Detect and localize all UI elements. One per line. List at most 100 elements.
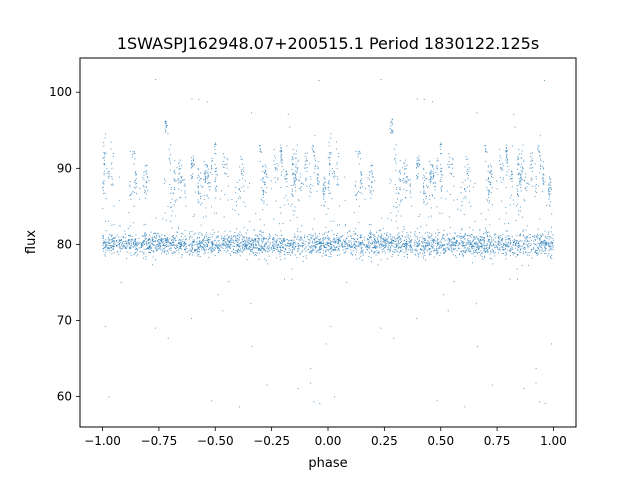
data-point: [319, 239, 321, 241]
data-point: [276, 257, 278, 259]
data-point: [238, 238, 240, 240]
data-point: [475, 241, 477, 243]
data-point: [162, 250, 164, 252]
data-point: [312, 235, 314, 237]
data-point: [387, 218, 389, 220]
data-point: [280, 161, 282, 163]
data-point: [437, 173, 439, 175]
data-point: [533, 236, 535, 238]
data-point: [305, 177, 307, 179]
data-point: [496, 188, 498, 190]
data-point: [159, 241, 161, 243]
data-point: [351, 246, 353, 248]
data-point: [361, 186, 363, 188]
data-point: [112, 248, 114, 250]
data-point: [221, 238, 223, 240]
data-point: [362, 250, 364, 252]
data-point: [535, 236, 537, 238]
data-point: [173, 235, 175, 237]
data-point: [538, 242, 540, 244]
data-point: [381, 217, 383, 219]
data-point: [212, 243, 214, 245]
data-point: [389, 249, 391, 251]
data-point: [118, 244, 120, 246]
data-point: [180, 239, 182, 241]
data-point: [180, 167, 182, 169]
data-point: [179, 245, 181, 247]
data-point: [400, 238, 402, 240]
data-point: [269, 236, 271, 238]
data-point: [164, 246, 166, 248]
data-point: [448, 245, 450, 247]
data-point: [170, 186, 172, 188]
data-point: [494, 241, 496, 243]
data-point: [405, 251, 407, 253]
data-point: [397, 210, 399, 212]
data-point: [200, 184, 202, 186]
data-point: [280, 147, 282, 149]
data-point: [493, 239, 494, 241]
data-point: [436, 168, 438, 170]
data-point: [417, 245, 419, 247]
data-point: [115, 240, 117, 242]
data-point: [230, 239, 232, 241]
data-point: [279, 251, 281, 253]
data-point: [523, 388, 525, 390]
data-point: [405, 180, 407, 182]
data-point: [353, 246, 355, 248]
data-point: [550, 241, 552, 243]
data-point: [251, 243, 253, 245]
data-point: [322, 189, 324, 191]
data-point: [439, 144, 441, 146]
data-point: [102, 245, 104, 247]
data-point: [335, 241, 337, 243]
data-point: [436, 243, 438, 245]
data-point: [144, 235, 146, 237]
data-point: [230, 254, 232, 256]
data-point: [153, 244, 155, 246]
data-point: [133, 245, 135, 247]
data-point: [279, 255, 281, 257]
data-point: [360, 158, 362, 160]
data-point: [377, 242, 379, 244]
data-point: [112, 152, 114, 154]
data-point: [214, 239, 216, 241]
data-point: [519, 251, 521, 253]
data-point: [364, 198, 366, 200]
data-point: [425, 192, 427, 194]
data-point: [286, 173, 288, 175]
data-point: [164, 212, 166, 214]
data-point: [424, 248, 426, 250]
data-point: [506, 147, 508, 149]
data-point: [430, 245, 432, 247]
data-point: [454, 237, 456, 239]
data-point: [209, 247, 211, 249]
data-point: [173, 171, 175, 173]
data-point: [329, 173, 331, 175]
data-point: [468, 235, 470, 237]
data-point: [254, 253, 256, 255]
data-point: [387, 240, 389, 242]
data-point: [104, 192, 106, 194]
data-point: [239, 255, 241, 257]
data-point: [199, 192, 201, 194]
data-point: [376, 231, 377, 233]
data-point: [486, 247, 488, 249]
data-point: [330, 246, 332, 248]
data-point: [173, 204, 175, 206]
data-point: [311, 147, 313, 149]
data-point: [109, 245, 111, 247]
data-point: [540, 158, 542, 160]
data-point: [489, 242, 491, 244]
data-point: [334, 241, 336, 243]
data-point: [388, 243, 390, 245]
data-point: [397, 243, 399, 245]
data-point: [265, 238, 267, 240]
data-point: [509, 250, 511, 252]
data-point: [421, 248, 423, 250]
data-point: [494, 255, 496, 257]
data-point: [290, 242, 292, 244]
data-point: [260, 249, 262, 251]
data-point: [533, 235, 535, 237]
data-point: [404, 236, 406, 238]
